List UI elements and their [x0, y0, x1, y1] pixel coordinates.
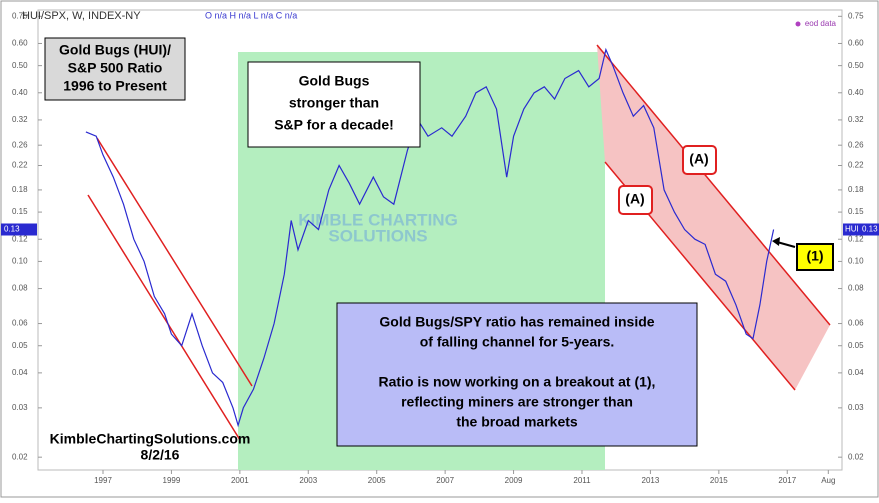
y-tick-label: 0.12 — [12, 234, 28, 243]
label-box — [796, 243, 834, 271]
watermark-text: SOLUTIONS — [328, 226, 427, 245]
annotation-box — [336, 302, 698, 447]
series-line — [85, 47, 775, 428]
y-tick-label: 0.06 — [12, 319, 28, 328]
annotation-text: of falling channel for 5-years. — [420, 334, 615, 350]
y-tick-label: 0.12 — [848, 234, 864, 243]
x-tick-label: 2013 — [642, 476, 660, 485]
x-tick-label: Aug — [821, 476, 835, 485]
annotation-text: Ratio is now working on a breakout at (1… — [379, 374, 656, 390]
y-tick-label: 0.50 — [12, 61, 28, 70]
date: 8/2/16 — [141, 447, 180, 463]
y-tick-label: 0.75 — [12, 11, 28, 20]
y-tick-label: 0.60 — [848, 39, 864, 48]
y-tick-label: 0.03 — [12, 403, 28, 412]
credit: KimbleChartingSolutions.com — [50, 431, 251, 447]
x-tick-label: 1997 — [94, 476, 112, 485]
series-name: HUI — [845, 225, 859, 234]
y-tick-label: 0.05 — [848, 341, 864, 350]
y-tick-label: 0.40 — [12, 88, 28, 97]
y-tick-label: 0.03 — [848, 403, 864, 412]
y-tick-label: 0.32 — [12, 115, 28, 124]
x-tick-label: 2017 — [778, 476, 796, 485]
y-tick-label: 0.22 — [848, 161, 864, 170]
last-value: 0.13 — [862, 225, 878, 234]
annotation-text: 1996 to Present — [63, 78, 167, 94]
y-tick-label: 0.10 — [848, 257, 864, 266]
annotation-text: S&P for a decade! — [274, 117, 394, 133]
x-tick-label: 2007 — [436, 476, 454, 485]
label-box — [618, 185, 653, 215]
x-tick-label: 2011 — [573, 476, 591, 485]
annotation-text: reflecting miners are stronger than — [401, 394, 633, 410]
annotation-text: S&P 500 Ratio — [68, 60, 163, 76]
legend-dot — [795, 21, 801, 27]
header: HUI/SPX, W, INDEX-NY — [22, 10, 141, 22]
ohlc: O n/a H n/a L n/a C n/a — [205, 10, 297, 20]
annotation-text: Gold Bugs — [299, 73, 370, 89]
channel-line — [87, 194, 241, 441]
y-tick-label: 0.04 — [848, 368, 864, 377]
y-tick-label: 0.02 — [12, 452, 28, 461]
y-tick-label: 0.40 — [848, 88, 864, 97]
annotation-text: the broad markets — [456, 414, 578, 430]
y-tick-label: 0.05 — [12, 341, 28, 350]
y-tick-label: 0.18 — [12, 185, 28, 194]
y-tick-label: 0.26 — [12, 140, 28, 149]
y-tick-label: 0.50 — [848, 61, 864, 70]
label: (1) — [806, 248, 823, 264]
watermark-text: KIMBLE CHARTING — [298, 210, 458, 229]
y-tick-label: 0.04 — [12, 368, 28, 377]
x-tick-label: 1999 — [163, 476, 181, 485]
y-tick-label: 0.10 — [12, 257, 28, 266]
annotation-text: Gold Bugs (HUI)/ — [59, 42, 171, 58]
y-tick-label: 0.60 — [12, 39, 28, 48]
y-tick-label: 0.08 — [848, 284, 864, 293]
y-tick-label: 0.32 — [848, 115, 864, 124]
channel-line — [596, 44, 831, 326]
channel-line — [96, 137, 253, 387]
x-tick-label: 2001 — [231, 476, 249, 485]
arrow-head — [772, 237, 780, 246]
annotation-text: Gold Bugs/SPY ratio has remained inside — [379, 314, 654, 330]
arrow — [776, 241, 796, 248]
channel-fill — [597, 45, 830, 390]
y-tick-label: 0.06 — [848, 319, 864, 328]
x-tick-label: 2015 — [710, 476, 728, 485]
y-tick-label: 0.15 — [12, 207, 28, 216]
last-value-tag — [1, 223, 37, 236]
y-tick-label: 0.26 — [848, 140, 864, 149]
source-note: eod data — [805, 19, 837, 28]
y-tick-label: 0.08 — [12, 284, 28, 293]
x-tick-label: 2009 — [505, 476, 523, 485]
annotation-box — [44, 37, 186, 101]
y-tick-label: 0.22 — [12, 161, 28, 170]
y-tick-label: 0.18 — [848, 185, 864, 194]
y-tick-label: 0.75 — [848, 11, 864, 20]
last-value: 0.13 — [4, 225, 20, 234]
label: (A) — [625, 191, 644, 207]
plot: 0.02 0.02 0.03 0.03 0.04 0.04 0.05 0.05 0.06 0.06… — [1, 11, 879, 485]
label: (A) — [689, 151, 708, 167]
y-tick-label: 0.15 — [848, 207, 864, 216]
last-value-tag — [843, 223, 879, 236]
annotation-box — [247, 61, 421, 148]
label-box — [682, 145, 717, 175]
y-tick-label: 0.02 — [848, 452, 864, 461]
x-tick-label: 2005 — [368, 476, 386, 485]
x-tick-label: 2003 — [299, 476, 317, 485]
annotation-text: stronger than — [289, 95, 379, 111]
